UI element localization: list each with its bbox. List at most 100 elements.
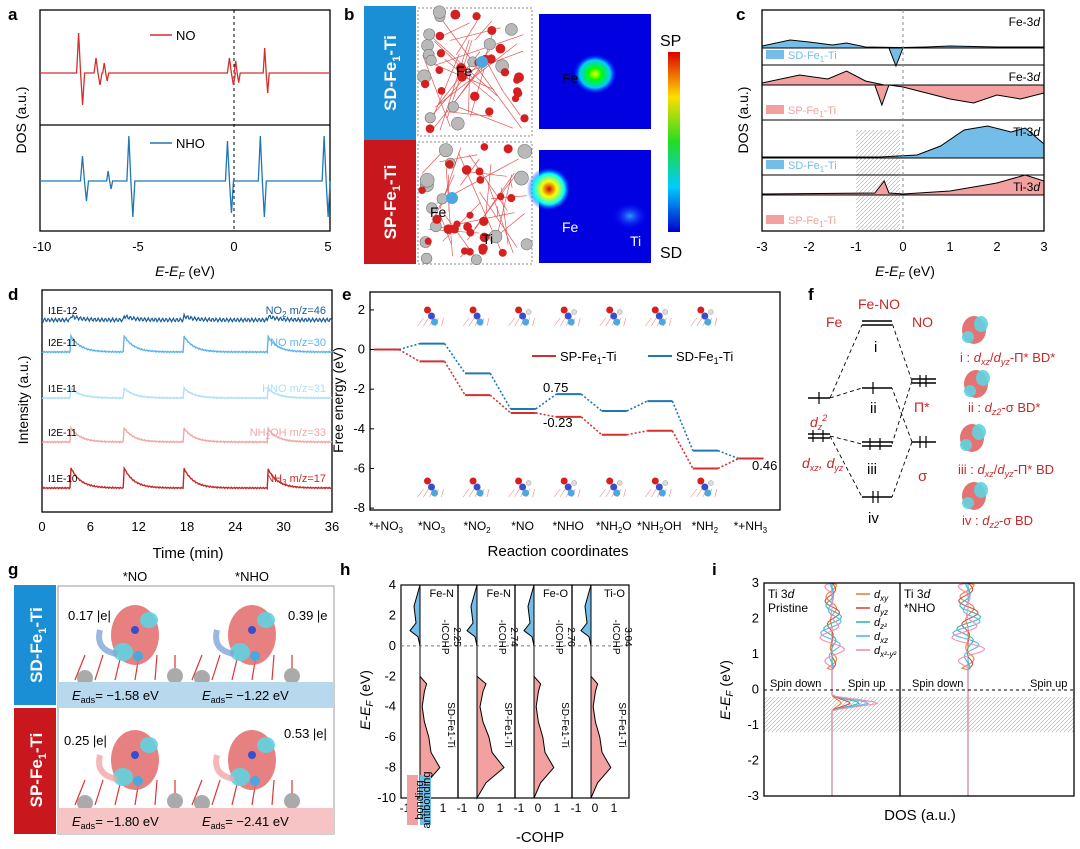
bond (441, 317, 444, 327)
n-atom (701, 312, 709, 320)
o-atom (496, 192, 505, 201)
x-tick: -1 (514, 801, 525, 815)
spin-down: Spin down (770, 678, 821, 690)
bond (559, 488, 566, 498)
panel-g: g SD-Fe1-Ti SP-Fe1-Ti *NO *NHO 0.17 |e| … (8, 560, 335, 835)
bond (191, 654, 203, 681)
ti-atom (419, 172, 435, 188)
trace (41, 465, 333, 491)
label-no: NO (912, 314, 933, 330)
n-atom (519, 483, 527, 491)
orbital-italic: d (1033, 15, 1040, 29)
n-atom (564, 312, 572, 320)
n-atom (655, 483, 663, 491)
y-ticks: 3 2 1 0 -1 -2 -3 (747, 575, 759, 803)
bond (468, 488, 475, 498)
charge-label: 0.17 |e| (68, 608, 111, 623)
bond (690, 317, 698, 327)
label-sigma: σ (918, 468, 928, 485)
o-atom (466, 248, 474, 256)
bond-label: Fe-N (430, 588, 455, 600)
col-title: *NHO (235, 569, 269, 584)
panel-letter: i (712, 560, 717, 579)
bond (514, 488, 520, 498)
trace (41, 425, 333, 445)
orbital-italic: d (1033, 70, 1040, 84)
connector (398, 348, 420, 363)
fe-atom (567, 318, 575, 326)
eads-sd-no: Eads= −1.58 eV (72, 688, 159, 705)
legend-bonding-label: bonding (414, 780, 426, 819)
o-atom (435, 66, 444, 75)
ti-atom (426, 202, 438, 214)
bond (553, 317, 561, 327)
o-atom (515, 306, 523, 314)
o-atom (515, 477, 523, 485)
tick: 24 (228, 519, 242, 534)
o-atom (475, 167, 484, 176)
o-atom (697, 477, 705, 485)
n-atom (131, 626, 139, 634)
bond (651, 317, 657, 327)
desc-ii: ii : dz2-σ BD* (968, 400, 1040, 417)
antibonding-area (580, 584, 592, 646)
o-atom (450, 9, 461, 20)
tick: 0 (752, 682, 759, 697)
y-axis-label: Free energy (eV) (330, 347, 346, 453)
o-atom (480, 143, 489, 151)
o-atom (520, 114, 529, 123)
label-fe: Fe (826, 314, 843, 330)
connector (717, 457, 739, 470)
orbital-descriptions: i : dxz/dyz-Π* BD* ii : dz2-σ BD* iii : … (958, 350, 1055, 530)
n-atom (610, 312, 618, 320)
connector (443, 361, 466, 396)
level-iii: iii (867, 461, 877, 478)
bonding-area (533, 674, 555, 799)
bond (462, 317, 470, 327)
scale-label: I1E-12 (48, 306, 78, 317)
legend-label: dz² (874, 617, 887, 631)
system-label: SD-Fe1-Ti (445, 702, 456, 748)
level-i: i (874, 339, 877, 356)
o-atom (424, 237, 432, 245)
legend-nho: NHO (176, 136, 205, 151)
ti-atom (420, 252, 433, 265)
ti-atom (284, 668, 300, 684)
bond (154, 779, 158, 806)
o-atom (500, 68, 510, 77)
y-ticks: 2 0 -2 -4 -6 -8 (353, 302, 374, 515)
strip-labels: Fe-3d SD-Fe1-Ti Fe-3d SP-Fe1-Ti Ti-3d SD-Fe1-… (766, 15, 1040, 229)
o-atom (436, 49, 446, 58)
fe-atom (133, 651, 143, 661)
bond-label: Fe-O (543, 588, 569, 600)
dos-nho (40, 135, 331, 218)
color-scale-bar (668, 52, 680, 232)
tick: -3 (756, 239, 768, 254)
antibonding-area (466, 584, 478, 646)
orbital-lobe (960, 439, 972, 451)
tick: 2 (752, 611, 759, 626)
o-atom (498, 248, 507, 257)
trace (41, 312, 333, 324)
system-label: SP-Fe1-Ti (502, 702, 513, 747)
o-atom (418, 186, 426, 194)
bond (623, 488, 627, 498)
x-ticks: -10 -5 0 5 (33, 239, 332, 254)
plot-frame (41, 289, 333, 513)
trace-label: HNO m/z=31 (262, 383, 326, 395)
o-atom (606, 306, 614, 314)
fe-atom (704, 489, 712, 497)
sub: x²-y² (879, 650, 896, 659)
tick: 2 (358, 302, 365, 317)
charge-label: 0.53 |e| (284, 726, 327, 741)
tick: -10 (377, 790, 396, 805)
tick: -4 (384, 699, 396, 714)
bond (154, 654, 158, 681)
o-atom (457, 71, 467, 82)
icohp-label: -ICOHP (496, 620, 507, 655)
ti-atom (423, 28, 436, 41)
bond (599, 488, 606, 498)
connector (443, 343, 466, 374)
bond (441, 488, 444, 498)
legend-text: SD-Fe1-Ti (788, 160, 837, 174)
